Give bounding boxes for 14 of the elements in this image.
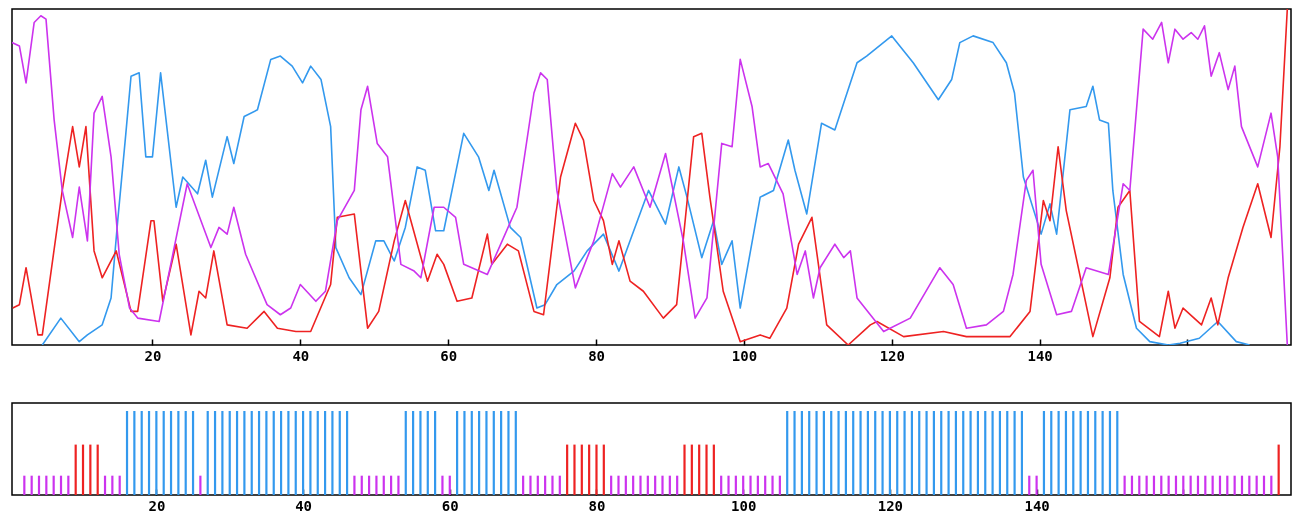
- x-tick-label: 20: [148, 497, 166, 514]
- x-tick-label: 60: [441, 497, 459, 514]
- x-tick-label: 100: [731, 497, 757, 514]
- x-tick-label: 40: [295, 497, 312, 514]
- x-tick-label: 140: [1027, 347, 1053, 364]
- x-tick-label: 120: [877, 497, 904, 514]
- x-tick-label: 100: [731, 347, 758, 364]
- x-tick-label: 60: [440, 347, 458, 364]
- x-tick-label: 140: [1024, 497, 1050, 514]
- x-tick-label: 40: [292, 347, 310, 364]
- x-tick-label: 80: [588, 347, 605, 364]
- x-tick-label: 120: [879, 347, 905, 364]
- x-tick-label: 20: [144, 347, 162, 364]
- x-tick-label: 80: [588, 497, 606, 514]
